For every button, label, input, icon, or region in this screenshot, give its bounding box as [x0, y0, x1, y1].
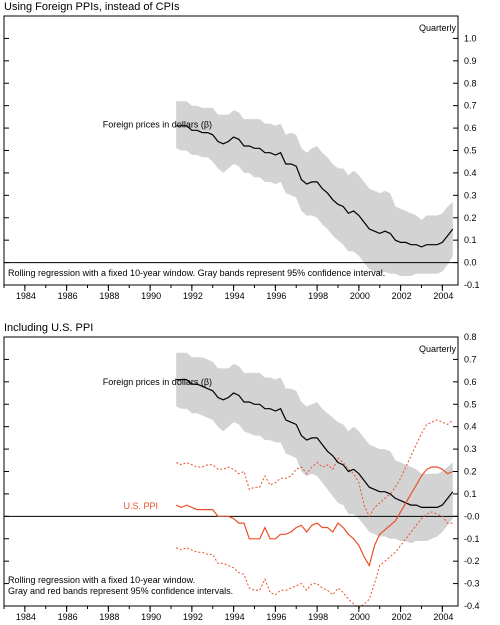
y-tick-label: 0.8: [464, 78, 477, 88]
x-tick-label: 2000: [350, 291, 370, 301]
y-tick-label: 0.1: [464, 235, 477, 245]
chart-panel-2: -0.4 -0.3 -0.2 -0.1 -0.0 0.1 0.2 0.3 0.4 0.5 0.6 0.…: [3, 332, 480, 622]
chart-note-line: Gray and red bands represent 95% confide…: [8, 586, 233, 596]
y-tick-label: -0.1: [464, 534, 480, 544]
series-label-beta: Foreign prices in dollars (β): [103, 120, 212, 130]
x-tick-label: 1998: [308, 612, 328, 622]
x-tick-label: 1992: [183, 612, 203, 622]
y-tick-label: -0.1: [464, 280, 480, 290]
us-ppi-band-lower: [175, 511, 453, 609]
y-tick-label: 0.4: [464, 168, 477, 178]
x-tick-label: 1994: [225, 291, 245, 301]
panel1-title: Using Foreign PPIs, instead of CPIs: [4, 1, 180, 13]
x-tick-label: 1988: [99, 291, 119, 301]
y-tick-label: 0.9: [464, 56, 477, 66]
x-tick-label: 1984: [16, 291, 36, 301]
panel2-title: Including U.S. PPI: [4, 322, 94, 334]
x-tick-label: 1986: [58, 612, 78, 622]
x-tick-label: 1986: [58, 291, 78, 301]
us-ppi-band-upper: [175, 419, 454, 518]
y-tick-label: 0.7: [464, 354, 477, 364]
y-tick-label: -0.4: [464, 601, 480, 611]
frequency-label: Quarterly: [419, 23, 457, 33]
x-tick-label: 2002: [392, 612, 412, 622]
y-tick-label: 0.3: [464, 444, 477, 454]
x-tick-label: 1990: [141, 291, 161, 301]
frequency-label: Quarterly: [419, 344, 457, 354]
series-label-us-ppi: U.S. PPI: [123, 501, 158, 511]
y-tick-label: 0.0: [464, 258, 477, 268]
x-tick-label: 1998: [308, 291, 328, 301]
x-tick-label: 1996: [266, 291, 286, 301]
y-tick-label: -0.0: [464, 511, 480, 521]
chart-note-line: Rolling regression with a fixed 10-year …: [8, 575, 195, 585]
y-tick-label: 0.1: [464, 489, 477, 499]
y-tick-label: 0.2: [464, 213, 477, 223]
x-tick-label: 1990: [141, 612, 161, 622]
x-tick-label: 1992: [183, 291, 203, 301]
series-line-1: [176, 379, 454, 508]
y-tick-label: 0.5: [464, 146, 477, 156]
y-tick-label: 0.8: [464, 332, 477, 342]
y-tick-label: 0.5: [464, 399, 477, 409]
x-tick-label: 2002: [392, 291, 412, 301]
y-tick-label: 0.7: [464, 101, 477, 111]
chart-note: Rolling regression with a fixed 10-year …: [8, 268, 385, 278]
y-tick-label: -0.2: [464, 556, 480, 566]
x-tick-label: 2000: [350, 612, 370, 622]
y-tick-label: 1.0: [464, 33, 477, 43]
chart-panel-1: -0.1 0.0 0.1 0.2 0.3 0.4 0.5 0.6 0.7 0.8 0.9 1.0 198…: [3, 15, 480, 301]
x-tick-label: 2004: [433, 291, 453, 301]
x-tick-label: 1988: [99, 612, 119, 622]
x-tick-label: 2004: [433, 612, 453, 622]
series-line-1: [176, 125, 454, 248]
y-tick-label: 0.3: [464, 190, 477, 200]
series-line-2: [175, 466, 454, 568]
series-label-beta: Foreign prices in dollars (β): [103, 377, 212, 387]
confidence-band: [176, 352, 453, 544]
x-tick-label: 1996: [266, 612, 286, 622]
y-tick-label: 0.6: [464, 123, 477, 133]
x-tick-label: 1994: [225, 612, 245, 622]
y-tick-label: 0.2: [464, 467, 477, 477]
y-tick-label: 0.6: [464, 377, 477, 387]
y-tick-label: 0.4: [464, 422, 477, 432]
x-tick-label: 1984: [16, 612, 36, 622]
confidence-band: [176, 101, 453, 276]
y-tick-label: -0.3: [464, 579, 480, 589]
